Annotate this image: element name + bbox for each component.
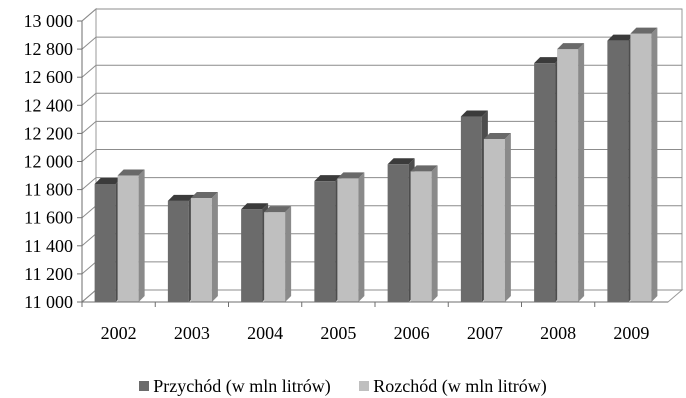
bar-front: [167, 200, 189, 302]
bar-front: [337, 178, 359, 302]
bar-front: [94, 183, 116, 302]
bar-front: [460, 116, 482, 302]
y-tick-label: 11 800: [24, 180, 73, 200]
bar-top: [534, 57, 562, 64]
bar-top: [241, 203, 269, 210]
x-tick-label: 2008: [540, 323, 576, 343]
bar-front: [190, 198, 212, 302]
bar-front: [483, 139, 505, 302]
x-tick-label: 2009: [613, 323, 649, 343]
gridline: [81, 36, 682, 50]
bar-top: [460, 110, 488, 117]
bar-side: [651, 27, 658, 303]
legend-label-przychod: Przychód (w mln litrów): [153, 376, 331, 396]
bar-side: [285, 206, 292, 302]
bar-top: [190, 192, 218, 199]
bar: [117, 169, 145, 302]
bar: [607, 34, 635, 303]
bar-side: [504, 133, 511, 302]
y-tick-label: 12 000: [24, 152, 74, 172]
bar-front: [241, 209, 263, 302]
bar-top: [387, 158, 415, 165]
bar-top: [410, 165, 438, 172]
y-tick-label: 12 600: [24, 67, 74, 87]
bar-top: [94, 177, 122, 184]
bar: [387, 158, 415, 302]
bar: [167, 194, 195, 302]
bar: [557, 43, 585, 302]
x-tick-label: 2003: [174, 323, 210, 343]
x-tick-label: 2004: [247, 323, 283, 343]
y-tick-label: 13 000: [24, 11, 74, 31]
bar-top: [117, 169, 145, 176]
bar: [264, 206, 292, 302]
bar: [337, 172, 365, 302]
bars: [94, 27, 658, 303]
legend-item-rozchod: Rozchód (w mln litrów): [359, 376, 547, 397]
bar: [190, 192, 218, 302]
bar-front: [534, 63, 556, 303]
bar-top: [483, 133, 511, 140]
bar-front: [387, 164, 409, 302]
bar: [314, 175, 342, 302]
bar-side: [138, 169, 145, 302]
bar-top: [607, 34, 635, 41]
y-tick-label: 11 400: [24, 236, 73, 256]
gridline: [81, 8, 682, 22]
bar-front: [264, 212, 286, 302]
x-tick-label: 2002: [101, 323, 137, 343]
legend-swatch-rozchod: [359, 381, 370, 391]
bar-front: [410, 171, 432, 302]
bar: [241, 203, 269, 302]
bar-top: [264, 206, 292, 213]
legend-swatch-przychod: [139, 381, 150, 391]
bar-top: [337, 172, 365, 179]
bar: [94, 177, 122, 302]
bar-side: [211, 192, 218, 302]
bar-side: [358, 172, 365, 302]
bar: [483, 133, 511, 302]
y-tick-label: 12 400: [24, 95, 74, 115]
bar-top: [557, 43, 585, 50]
x-tick-label: 2007: [467, 323, 503, 343]
bar-front: [607, 40, 629, 303]
legend-item-przychod: Przychód (w mln litrów): [139, 376, 331, 397]
bar-front: [117, 175, 139, 302]
bar: [534, 57, 562, 303]
bar-front: [557, 49, 579, 302]
bar-top: [167, 194, 195, 201]
y-tick-label: 12 200: [24, 123, 74, 143]
x-axis-ticks: 2002 2003 2004 2005 2006 2007 2008 2009: [81, 301, 668, 343]
bar: [460, 110, 488, 302]
legend: Przychód (w mln litrów) Rozchód (w mln l…: [0, 376, 686, 397]
y-axis-ticks: 11 000 11 200 11 400 11 600 11 800 12 000 12 2…: [24, 11, 83, 312]
gridline: [81, 64, 682, 78]
x-tick-label: 2006: [394, 323, 430, 343]
legend-label-rozchod: Rozchód (w mln litrów): [373, 376, 547, 396]
x-tick-label: 2005: [320, 323, 356, 343]
bar-top: [630, 27, 658, 34]
y-tick-label: 11 600: [24, 208, 73, 228]
y-tick-label: 11 000: [24, 292, 73, 312]
bar: [410, 165, 438, 302]
bar-front: [630, 33, 652, 303]
bar-top: [314, 175, 342, 182]
y-tick-label: 12 800: [24, 39, 74, 59]
gridline: [81, 92, 682, 106]
bar-front: [314, 181, 336, 302]
bar: [630, 27, 658, 303]
y-tick-label: 11 200: [24, 264, 73, 284]
bar-side: [578, 43, 585, 302]
bar-side: [431, 165, 438, 302]
